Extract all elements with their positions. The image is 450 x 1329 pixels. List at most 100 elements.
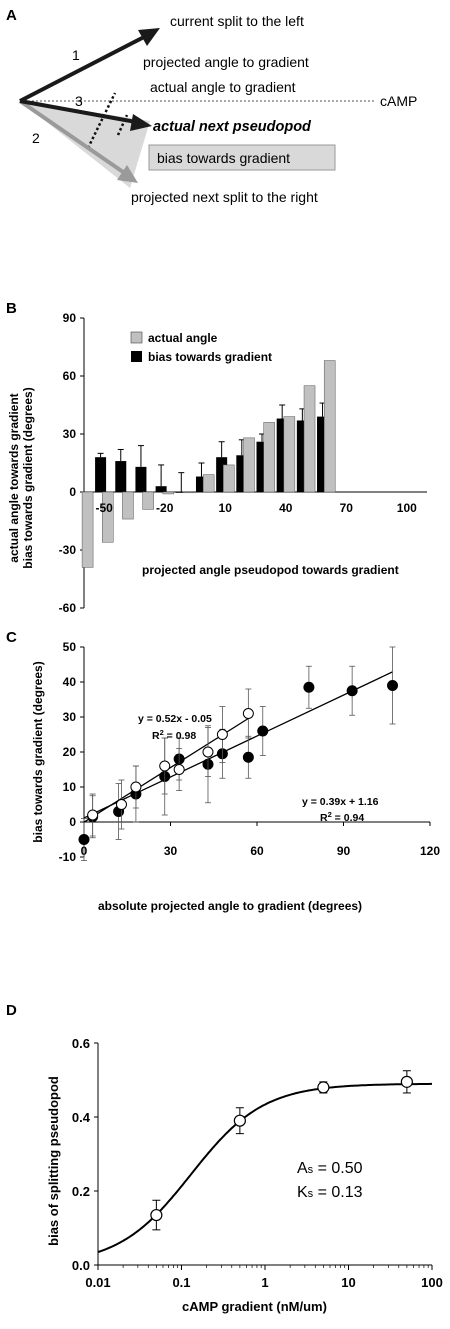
d-xtick-label: 1 <box>261 1275 268 1290</box>
label-actual-angle: actual angle to gradient <box>150 79 296 95</box>
panel-b-plot: 90 60 30 0 -30 -60 -50 -20 10 40 70 100 <box>59 311 427 615</box>
fit-r2-filled: R2 = 0.94 <box>320 810 364 824</box>
c-ytick-label: 20 <box>63 745 77 759</box>
d-point <box>400 1075 413 1088</box>
d-xtick-label: 0.1 <box>172 1275 190 1290</box>
b-bar-bias <box>195 476 207 492</box>
b-ytick-label: 60 <box>63 369 77 383</box>
r2-open-prefix: R <box>152 730 160 742</box>
projected-angle-marker <box>86 92 117 149</box>
c-ytick-label: 40 <box>63 675 77 689</box>
label-bias: bias towards gradient <box>157 150 290 166</box>
c-ytick-label: 30 <box>63 710 77 724</box>
c-point-open <box>159 760 171 772</box>
b-bar-bias <box>95 457 107 492</box>
actual-next-arrow <box>19 99 137 124</box>
c-point-filled <box>242 751 254 763</box>
c-ytick-label: -10 <box>59 850 77 864</box>
b-bar-actual <box>81 491 94 568</box>
legend-swatch-actual <box>130 331 143 344</box>
c-ytick-label: 50 <box>63 640 77 654</box>
as-letter: A <box>297 1160 308 1177</box>
d-ytick-label: 0.6 <box>72 1036 90 1051</box>
b-bar-bias <box>256 441 268 492</box>
panel-b-letter: B <box>6 300 17 317</box>
projected-next-arrowhead <box>117 165 138 183</box>
panel-b: B 90 60 30 0 -30 -60 -50 -20 10 40 70 100 actual an… <box>6 300 427 615</box>
r2-filled-value: = 0.94 <box>332 812 365 824</box>
bias-label-box <box>148 144 336 171</box>
d-ytick-label: 0.2 <box>72 1184 90 1199</box>
c-point-filled <box>346 685 358 697</box>
b-bar-actual <box>122 491 134 520</box>
d-fit-curve <box>97 1082 432 1253</box>
projected-next-arrow <box>18 99 128 176</box>
panel-c-xlabel: absolute projected angle to gradient (de… <box>98 899 362 913</box>
c-xtick-label: 90 <box>337 844 351 858</box>
panel-b-ylabel: actual angle towards gradient bias towar… <box>7 387 35 568</box>
c-point-open <box>242 708 254 719</box>
fit-equation-filled: y = 0.39x + 1.16 <box>302 796 379 808</box>
current-split-arrow <box>19 34 147 103</box>
legend-label-actual: actual angle <box>148 331 218 345</box>
r2-open-sup: 2 <box>160 728 164 737</box>
ks-sub: s <box>308 1188 314 1200</box>
d-xtick-label: 10 <box>341 1275 355 1290</box>
b-ytick-label: -30 <box>59 543 77 557</box>
b-bar-bias <box>276 418 288 492</box>
panel-b-ylabel-line1: actual angle towards gradient <box>7 393 21 562</box>
label-projected-angle: projected angle to gradient <box>143 54 309 70</box>
b-bar-actual <box>303 385 316 493</box>
d-ytick-label: 0.4 <box>72 1110 91 1125</box>
panel-b-legend: actual angle bias towards gradient <box>130 331 272 364</box>
b-xtick-label: 70 <box>340 501 354 515</box>
as-value: = 0.50 <box>313 1160 362 1177</box>
b-ytick-label: 30 <box>63 427 77 441</box>
label-current-split: current split to the left <box>170 13 304 29</box>
b-xtick-label: -50 <box>96 501 114 515</box>
d-point <box>233 1114 246 1127</box>
as-annotation: As = 0.50 <box>297 1160 363 1177</box>
panel-c-letter: C <box>6 629 17 646</box>
c-ytick-label: 0 <box>69 815 76 829</box>
b-bar-actual <box>202 474 215 493</box>
b-bar-actual <box>102 491 114 543</box>
fit-r2-open: R2 = 0.98 <box>152 728 196 742</box>
panel-d-xlabel: cAMP gradient (nM/um) <box>182 1299 327 1314</box>
d-xtick-label: 0.01 <box>85 1275 110 1290</box>
b-ytick-label: 0 <box>69 485 76 499</box>
b-bar-bias <box>155 486 167 492</box>
label-projected-next: projected next split to the right <box>131 189 318 205</box>
c-point-filled <box>78 834 90 845</box>
panel-d: D 0.6 0.4 0.2 0.0 0.01 0.1 1 10 100 bias of spli… <box>6 1002 443 1314</box>
b-bar-bias <box>296 420 308 492</box>
b-bar-actual <box>223 464 235 493</box>
panel-b-ylabel-line2: bias towards gradient (degrees) <box>21 387 35 568</box>
b-bar-actual <box>162 491 175 495</box>
b-bar-actual <box>283 416 296 493</box>
legend-swatch-bias <box>131 351 142 362</box>
b-bar-bias <box>317 416 329 492</box>
arrow-number-3: 3 <box>75 93 83 109</box>
b-bar-actual <box>182 491 195 494</box>
b-ytick-label: -60 <box>59 601 77 615</box>
actual-next-arrowhead <box>130 114 152 131</box>
c-point-open <box>173 764 185 775</box>
label-camp: cAMP <box>380 93 417 109</box>
b-bar-actual <box>323 360 336 493</box>
c-point-filled <box>303 681 315 693</box>
c-xtick-label: 30 <box>164 844 178 858</box>
c-xtick-label: 120 <box>420 844 440 858</box>
c-point-open <box>216 729 228 740</box>
b-bar-bias <box>236 455 248 492</box>
panel-a: A 1 3 2 current split to the left projec… <box>6 7 417 205</box>
b-bar-actual <box>142 491 154 510</box>
ks-letter: K <box>297 1184 308 1201</box>
d-ytick-label: 0.0 <box>72 1258 90 1273</box>
c-xtick-label: 60 <box>250 844 264 858</box>
panel-b-xlabel: projected angle pseudopod towards gradie… <box>142 563 399 577</box>
fit-equation-open: y = 0.52x - 0.05 <box>138 713 212 725</box>
